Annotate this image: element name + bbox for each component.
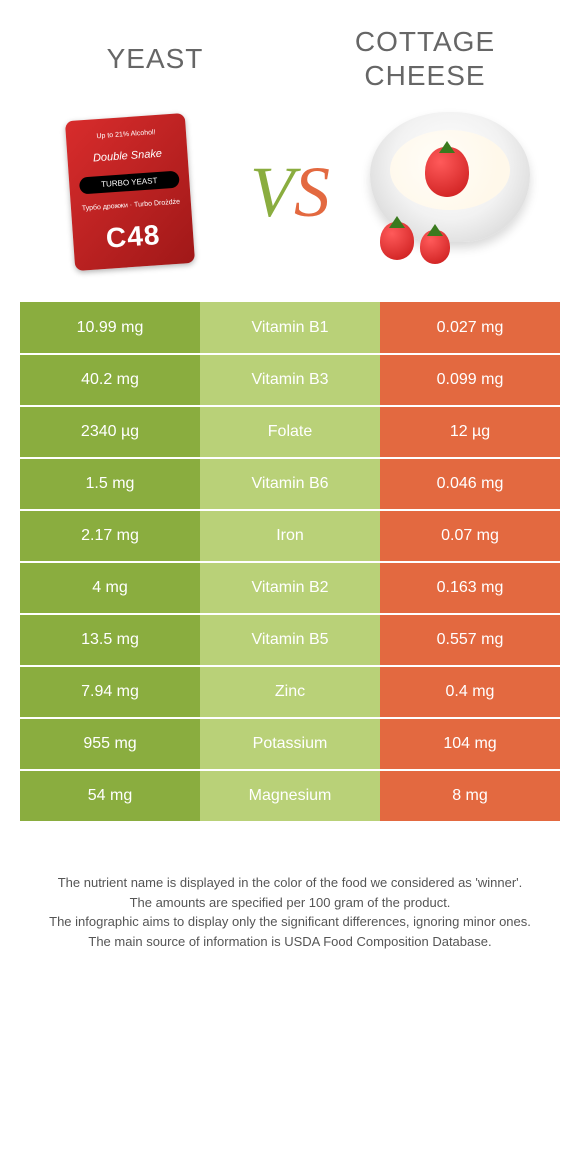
value-left: 1.5 mg: [20, 458, 200, 510]
value-left: 2340 µg: [20, 406, 200, 458]
value-left: 4 mg: [20, 562, 200, 614]
nutrient-name: Potassium: [200, 718, 380, 770]
value-left: 13.5 mg: [20, 614, 200, 666]
nutrient-name: Vitamin B1: [200, 302, 380, 354]
value-right: 0.163 mg: [380, 562, 560, 614]
value-right: 0.046 mg: [380, 458, 560, 510]
yeast-brand: Double Snake: [93, 148, 163, 165]
yeast-image: Up to 21% Alcohol! Double Snake TURBO YE…: [45, 107, 215, 277]
nutrient-name: Folate: [200, 406, 380, 458]
value-right: 8 mg: [380, 770, 560, 822]
table-row: 4 mgVitamin B20.163 mg: [20, 562, 560, 614]
nutrient-name: Vitamin B3: [200, 354, 380, 406]
table-row: 40.2 mgVitamin B30.099 mg: [20, 354, 560, 406]
images-row: Up to 21% Alcohol! Double Snake TURBO YE…: [20, 107, 560, 277]
value-left: 2.17 mg: [20, 510, 200, 562]
title-row: Yeast Cottage cheese: [20, 25, 560, 92]
cottage-cheese-image: [365, 107, 535, 277]
yeast-midband: TURBO YEAST: [78, 170, 180, 194]
footer-notes: The nutrient name is displayed in the co…: [20, 873, 560, 951]
image-right: [340, 107, 560, 277]
table-row: 13.5 mgVitamin B50.557 mg: [20, 614, 560, 666]
value-right: 0.557 mg: [380, 614, 560, 666]
nutrient-name: Iron: [200, 510, 380, 562]
table-row: 54 mgMagnesium8 mg: [20, 770, 560, 822]
vs-label: VS: [250, 151, 330, 234]
value-left: 10.99 mg: [20, 302, 200, 354]
value-right: 0.07 mg: [380, 510, 560, 562]
table-row: 955 mgPotassium104 mg: [20, 718, 560, 770]
table-row: 7.94 mgZinc0.4 mg: [20, 666, 560, 718]
image-left: Up to 21% Alcohol! Double Snake TURBO YE…: [20, 107, 240, 277]
vs-s-letter: S: [294, 152, 330, 232]
footer-line: The amounts are specified per 100 gram o…: [30, 893, 550, 913]
footer-line: The nutrient name is displayed in the co…: [30, 873, 550, 893]
comparison-table: 10.99 mgVitamin B10.027 mg40.2 mgVitamin…: [20, 302, 560, 823]
value-right: 0.027 mg: [380, 302, 560, 354]
yeast-packet-icon: Up to 21% Alcohol! Double Snake TURBO YE…: [65, 113, 195, 271]
table-row: 2.17 mgIron0.07 mg: [20, 510, 560, 562]
nutrient-name: Vitamin B5: [200, 614, 380, 666]
value-right: 12 µg: [380, 406, 560, 458]
table-row: 1.5 mgVitamin B60.046 mg: [20, 458, 560, 510]
value-right: 0.099 mg: [380, 354, 560, 406]
value-left: 7.94 mg: [20, 666, 200, 718]
yeast-subtext: Турбо дрожжи · Turbo Drożdże: [82, 199, 181, 214]
nutrient-name: Magnesium: [200, 770, 380, 822]
table-row: 2340 µgFolate12 µg: [20, 406, 560, 458]
footer-line: The main source of information is USDA F…: [30, 932, 550, 952]
title-right: Cottage cheese: [290, 25, 560, 92]
yeast-top-banner: Up to 21% Alcohol!: [96, 129, 156, 141]
value-left: 955 mg: [20, 718, 200, 770]
footer-line: The infographic aims to display only the…: [30, 912, 550, 932]
infographic-container: Yeast Cottage cheese Up to 21% Alcohol! …: [0, 0, 580, 976]
nutrient-name: Vitamin B2: [200, 562, 380, 614]
yeast-code: C48: [105, 219, 161, 255]
nutrient-name: Vitamin B6: [200, 458, 380, 510]
value-left: 40.2 mg: [20, 354, 200, 406]
nutrient-name: Zinc: [200, 666, 380, 718]
vs-v-letter: V: [250, 152, 294, 232]
bowl-icon: [365, 112, 535, 272]
title-left: Yeast: [20, 42, 290, 76]
table-row: 10.99 mgVitamin B10.027 mg: [20, 302, 560, 354]
value-right: 104 mg: [380, 718, 560, 770]
value-left: 54 mg: [20, 770, 200, 822]
value-right: 0.4 mg: [380, 666, 560, 718]
